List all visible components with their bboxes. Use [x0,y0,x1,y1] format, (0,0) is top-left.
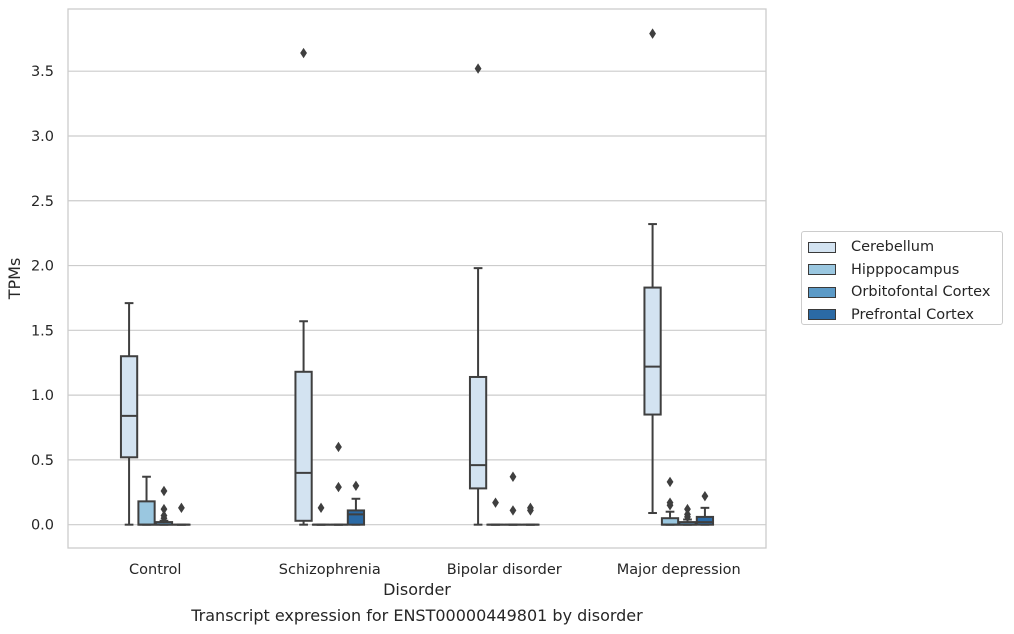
legend-swatch [808,241,836,253]
legend: Cerebellum Hipppocampus Orbitofontal Corte… [801,231,1003,325]
outlier-point [160,503,168,515]
y-tick-label: 1.0 [31,388,54,404]
box-hipppocampus [660,476,680,526]
y-axis-label: TPMs [5,258,24,301]
outlier-point [178,502,185,514]
y-tick-labels: 0.0 0.5 1.0 1.5 2.0 2.5 3.0 3.5 [31,64,54,533]
box-cerebellum [119,302,139,526]
y-tick-label: 0.5 [31,453,54,469]
legend-label: Orbitofontal Cortex [851,284,991,301]
outlier-point [666,500,674,511]
box-iqr [137,500,156,526]
outlier-point [701,490,709,502]
box-cerebellum [643,28,662,515]
box-iqr [119,355,139,459]
box-iqr [468,375,488,490]
box-prefrontal-cortex [695,490,715,526]
box-iqr [695,515,715,526]
outlier-point [527,505,534,516]
x-tick-label: Bipolar disorder [447,562,562,578]
y-tick-label: 1.5 [31,323,54,339]
legend-item: Prefrontal Cortex [808,304,1002,327]
outlier-point [649,28,656,39]
x-tick-label: Major depression [617,562,741,578]
outlier-point [684,511,691,523]
x-axis-label: Disorder [383,580,451,599]
outlier-point [492,497,499,508]
legend-swatch [808,309,836,321]
legend-item: Orbitofontal Cortex [808,281,1002,304]
y-gridlines [68,70,766,526]
y-tick-label: 0.0 [31,518,54,534]
box-hipppocampus [137,475,156,526]
outlier-point [474,63,482,74]
outlier-point [509,471,517,482]
x-tick-label: Schizophrenia [279,562,381,578]
x-tick-labels: Control Schizophrenia Bipolar disorder Majo… [129,562,741,578]
legend-swatch [808,286,836,298]
chart-caption: Transcript expression for ENST0000044980… [191,606,643,625]
box-cerebellum [294,47,313,526]
x-tick-label: Control [129,562,181,578]
y-tick-label: 2.5 [31,194,54,210]
box-hipppocampus [486,497,505,526]
box-iqr [346,509,366,526]
legend-item: Cerebellum [808,236,1002,259]
box-prefrontal-cortex [346,480,366,526]
outlier-point [352,480,360,492]
legend-swatch [808,264,836,276]
legend-label: Prefrontal Cortex [851,306,974,323]
box-iqr [294,370,313,522]
outlier-point [666,476,674,488]
outlier-point [335,481,342,493]
box-cerebellum [468,63,488,526]
box-orbitofontal-cortex [329,441,348,526]
legend-item: Hipppocampus [808,259,1002,282]
outlier-point [509,505,517,516]
y-tick-label: 2.0 [31,259,54,275]
plot-area-frame [67,8,767,549]
y-tick-label: 3.5 [31,64,54,80]
legend-label: Hipppocampus [851,261,960,278]
outlier-point [335,441,342,453]
box-orbitofontal-cortex [678,503,697,526]
y-tick-label: 3.0 [31,129,54,145]
outlier-point [300,47,307,59]
box-prefrontal-cortex [521,502,540,526]
box-prefrontal-cortex [172,502,191,526]
outlier-point [160,485,168,497]
legend-label: Cerebellum [851,239,935,256]
box-orbitofontal-cortex [503,471,523,526]
box-orbitofontal-cortex [154,485,174,526]
box-iqr [643,286,662,416]
box-plot-series [119,28,715,526]
outlier-point [160,512,168,524]
box-hipppocampus [311,502,331,526]
outlier-point [317,502,325,514]
